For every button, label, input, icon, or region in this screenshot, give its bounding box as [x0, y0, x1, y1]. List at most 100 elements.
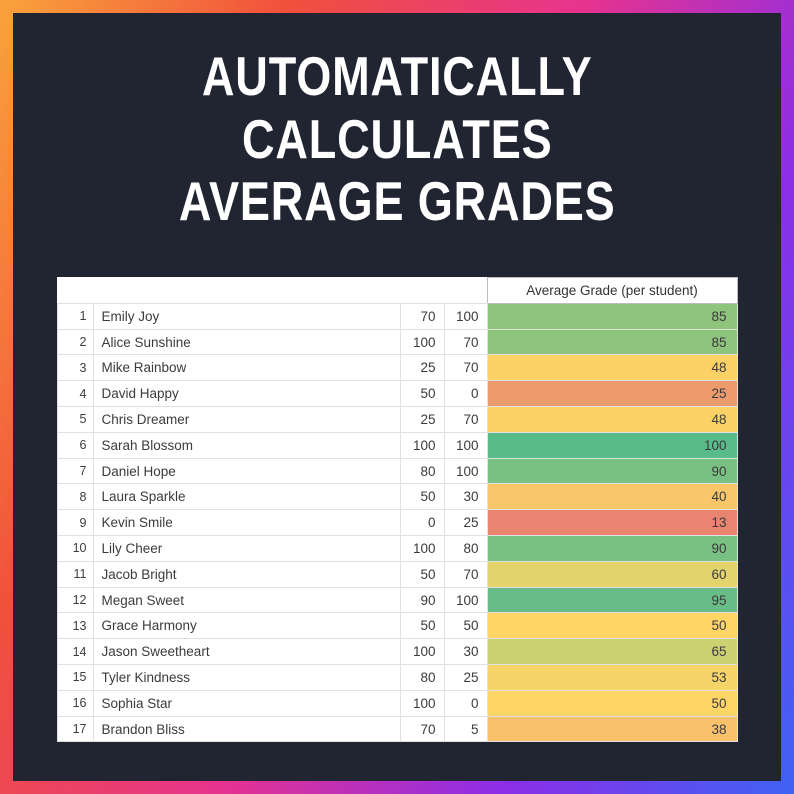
row-number-cell[interactable]: 16: [56, 689, 94, 717]
average-cell[interactable]: 90: [486, 535, 738, 562]
student-name-cell[interactable]: Jacob Bright: [92, 560, 401, 588]
grade1-cell[interactable]: 50: [399, 380, 445, 408]
grade-table-body: Average Grade (per student) 1 Emily Joy …: [56, 277, 738, 743]
grade2-cell[interactable]: 0: [443, 689, 488, 717]
grade1-cell[interactable]: 100: [399, 638, 445, 666]
row-number-cell[interactable]: 6: [56, 431, 94, 459]
grade1-cell[interactable]: 100: [399, 535, 445, 562]
average-cell[interactable]: 85: [486, 302, 738, 330]
grade2-cell[interactable]: 0: [443, 380, 488, 408]
student-name-cell[interactable]: Grace Harmony: [92, 612, 401, 640]
student-name-cell[interactable]: Sophia Star: [92, 689, 401, 717]
page-title: AUTOMATICALLY CALCULATES AVERAGE GRADES: [179, 45, 616, 233]
row-number-cell[interactable]: 11: [56, 560, 94, 588]
grade1-cell[interactable]: 70: [399, 302, 445, 330]
student-name-cell[interactable]: David Happy: [92, 380, 401, 408]
average-header-cell[interactable]: Average Grade (per student): [486, 277, 738, 304]
row-number-cell[interactable]: 14: [56, 638, 94, 666]
grade2-cell[interactable]: 100: [443, 302, 488, 330]
grade2-cell[interactable]: 25: [443, 509, 488, 537]
average-cell[interactable]: 50: [486, 612, 738, 640]
table-header-row: Average Grade (per student): [57, 277, 738, 304]
student-name-cell[interactable]: Emily Joy: [92, 302, 401, 330]
average-cell[interactable]: 100: [486, 431, 738, 459]
grade2-cell[interactable]: 100: [443, 431, 488, 459]
average-cell[interactable]: 50: [486, 689, 738, 717]
grade2-cell[interactable]: 70: [443, 406, 488, 433]
student-name-cell[interactable]: Tyler Kindness: [92, 664, 401, 691]
grade2-cell[interactable]: 80: [443, 535, 488, 562]
grade2-cell[interactable]: 100: [443, 586, 488, 614]
row-number-cell[interactable]: 17: [56, 715, 94, 743]
grade1-cell[interactable]: 50: [399, 612, 445, 640]
average-cell[interactable]: 48: [486, 354, 738, 382]
title-line-2: CALCULATES: [241, 107, 553, 170]
average-cell[interactable]: 38: [486, 715, 738, 743]
student-name-cell[interactable]: Lily Cheer: [92, 535, 401, 562]
grade2-cell[interactable]: 70: [443, 560, 488, 588]
grade1-cell[interactable]: 25: [399, 354, 445, 382]
row-number-cell[interactable]: 15: [56, 664, 94, 691]
row-number-cell[interactable]: 5: [56, 406, 94, 433]
grade1-cell[interactable]: 100: [399, 328, 445, 356]
title-line-3: AVERAGE GRADES: [178, 170, 616, 233]
grade1-cell[interactable]: 100: [399, 431, 445, 459]
row-number-cell[interactable]: 3: [56, 354, 94, 382]
grade1-cell[interactable]: 80: [399, 664, 445, 691]
student-name-cell[interactable]: Alice Sunshine: [92, 328, 401, 356]
student-name-cell[interactable]: Kevin Smile: [92, 509, 401, 537]
header-empty-cell: [57, 277, 93, 304]
grade2-cell[interactable]: 25: [443, 664, 488, 691]
grade2-cell[interactable]: 5: [443, 715, 488, 743]
average-cell[interactable]: 25: [486, 380, 738, 408]
row-number-cell[interactable]: 4: [56, 380, 94, 408]
header-empty-cell: [444, 277, 487, 304]
average-cell[interactable]: 90: [486, 457, 738, 485]
grade1-cell[interactable]: 25: [399, 406, 445, 433]
grade1-cell[interactable]: 70: [399, 715, 445, 743]
grade1-cell[interactable]: 100: [399, 689, 445, 717]
row-number-cell[interactable]: 10: [56, 535, 94, 562]
row-number-cell[interactable]: 13: [56, 612, 94, 640]
table-row: 5 Chris Dreamer 25 70 48: [56, 406, 738, 433]
grade1-cell[interactable]: 80: [399, 457, 445, 485]
table-row: 10 Lily Cheer 100 80 90: [56, 535, 738, 562]
grade1-cell[interactable]: 90: [399, 586, 445, 614]
student-name-cell[interactable]: Chris Dreamer: [92, 406, 401, 433]
spreadsheet-panel: Average Grade (per student) 1 Emily Joy …: [56, 277, 738, 743]
row-number-cell[interactable]: 2: [56, 328, 94, 356]
average-cell[interactable]: 48: [486, 406, 738, 433]
grade2-cell[interactable]: 100: [443, 457, 488, 485]
student-name-cell[interactable]: Daniel Hope: [92, 457, 401, 485]
average-cell[interactable]: 85: [486, 328, 738, 356]
table-row: 2 Alice Sunshine 100 70 85: [56, 328, 738, 356]
row-number-cell[interactable]: 1: [56, 302, 94, 330]
row-number-cell[interactable]: 12: [56, 586, 94, 614]
grade1-cell[interactable]: 50: [399, 483, 445, 511]
row-number-cell[interactable]: 9: [56, 509, 94, 537]
row-number-cell[interactable]: 8: [56, 483, 94, 511]
row-number-cell[interactable]: 7: [56, 457, 94, 485]
student-name-cell[interactable]: Sarah Blossom: [92, 431, 401, 459]
grade1-cell[interactable]: 50: [399, 560, 445, 588]
grade2-cell[interactable]: 70: [443, 354, 488, 382]
table-row: 16 Sophia Star 100 0 50: [56, 689, 738, 717]
average-cell[interactable]: 13: [486, 509, 738, 537]
grade2-cell[interactable]: 70: [443, 328, 488, 356]
student-name-cell[interactable]: Laura Sparkle: [92, 483, 401, 511]
average-cell[interactable]: 40: [486, 483, 738, 511]
average-cell[interactable]: 60: [486, 560, 738, 588]
grade1-cell[interactable]: 0: [399, 509, 445, 537]
grade2-cell[interactable]: 30: [443, 483, 488, 511]
average-cell[interactable]: 65: [486, 638, 738, 666]
student-name-cell[interactable]: Jason Sweetheart: [92, 638, 401, 666]
student-name-cell[interactable]: Megan Sweet: [92, 586, 401, 614]
average-cell[interactable]: 95: [486, 586, 738, 614]
grade2-cell[interactable]: 30: [443, 638, 488, 666]
student-name-cell[interactable]: Mike Rainbow: [92, 354, 401, 382]
average-cell[interactable]: 53: [486, 664, 738, 691]
table-row: 13 Grace Harmony 50 50 50: [56, 612, 738, 640]
student-name-cell[interactable]: Brandon Bliss: [92, 715, 401, 743]
grade2-cell[interactable]: 50: [443, 612, 488, 640]
